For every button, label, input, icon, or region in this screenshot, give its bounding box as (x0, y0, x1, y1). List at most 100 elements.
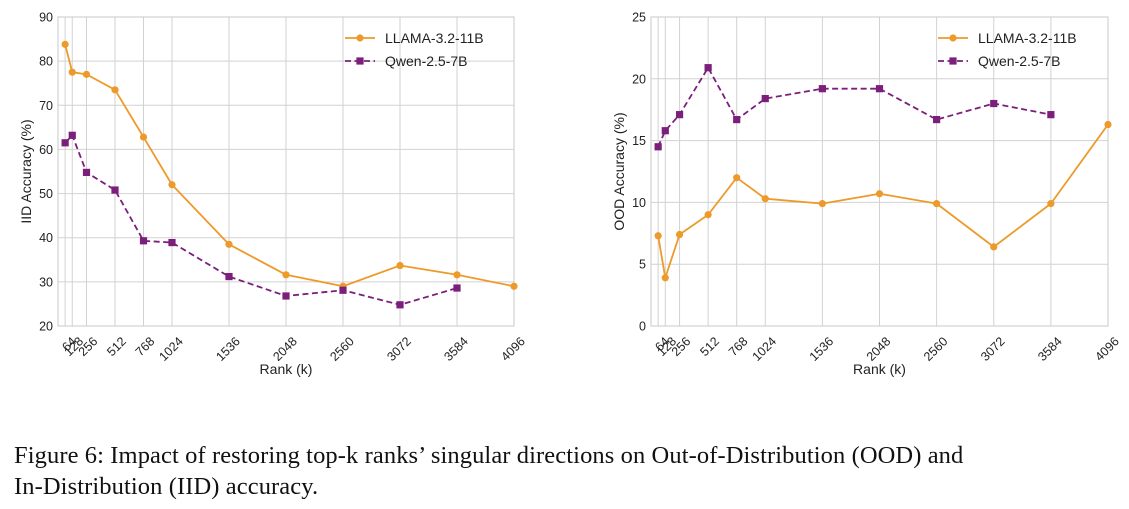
y-tick-label: 20 (632, 72, 646, 86)
legend-marker (356, 34, 364, 42)
data-point (396, 301, 404, 309)
data-point (933, 115, 941, 124)
data-point (1047, 200, 1055, 208)
data-point (1104, 120, 1112, 129)
data-point (139, 133, 148, 141)
data-point (654, 232, 662, 240)
y-axis-label: OOD Accuracy (%) (611, 112, 627, 230)
y-tick-label: 5 (639, 258, 646, 272)
y-tick-label: 0 (639, 320, 646, 334)
data-point (61, 40, 69, 48)
data-point (654, 143, 662, 151)
x-tick-label: 2048 (270, 334, 300, 364)
data-point (761, 195, 769, 203)
x-tick-label: 3072 (978, 334, 1008, 364)
plot-frame (57, 16, 515, 327)
data-point (661, 127, 669, 135)
y-tick-label: 20 (39, 320, 53, 334)
data-point (661, 274, 669, 282)
series-line (657, 124, 1109, 279)
legend-label: LLAMA-3.2-11B (978, 30, 1077, 46)
x-tick-label: 3584 (441, 334, 471, 364)
x-tick-label: 1024 (750, 334, 780, 364)
y-tick-label: 60 (39, 143, 53, 157)
legend-marker (356, 57, 364, 65)
data-point (61, 139, 69, 147)
data-point (675, 230, 684, 239)
plot-frame (650, 16, 1109, 327)
legend-marker (949, 57, 957, 65)
x-tick-label: 4096 (1092, 334, 1122, 364)
data-point (733, 174, 741, 182)
data-point (339, 286, 347, 294)
data-point (510, 282, 518, 290)
data-point (282, 292, 290, 300)
data-point (875, 85, 884, 93)
x-tick-label: 1024 (156, 334, 186, 364)
data-point (818, 85, 826, 93)
legend: LLAMA-3.2-11B Qwen-2.5-7B (345, 30, 484, 69)
data-point (818, 200, 826, 208)
data-point (675, 111, 684, 119)
gridlines (58, 16, 515, 327)
legend-label: Qwen-2.5-7B (978, 53, 1060, 69)
figure-caption: Figure 6: Impact of restoring top-k rank… (14, 440, 1114, 502)
data-point (82, 168, 91, 176)
y-tick-label: 40 (39, 231, 53, 245)
data-point (733, 115, 741, 124)
legend-label: LLAMA-3.2-11B (385, 30, 484, 46)
y-tick-label: 70 (39, 99, 53, 113)
x-tick-label: 512 (697, 334, 722, 359)
data-point (875, 190, 884, 198)
caption-line-2: In-Distribution (IID) accuracy. (14, 473, 319, 500)
y-tick-label: 50 (39, 187, 53, 201)
data-point (139, 237, 148, 245)
data-point (453, 284, 461, 292)
legend-marker (949, 34, 957, 42)
x-axis-label: Rank (k) (260, 361, 313, 377)
x-tick-label: 4096 (498, 334, 528, 364)
series-line (64, 44, 515, 288)
x-axis-label: Rank (k) (853, 361, 906, 377)
legend-label: Qwen-2.5-7B (385, 53, 467, 69)
data-point (396, 261, 404, 270)
series-llama (61, 40, 518, 290)
data-point (225, 240, 233, 248)
x-tick-label: 2560 (921, 334, 951, 364)
series-line (657, 66, 1052, 148)
legend: LLAMA-3.2-11B Qwen-2.5-7B (938, 30, 1077, 69)
data-point (704, 211, 712, 219)
data-point (704, 64, 712, 72)
x-tick-label: 2560 (327, 334, 357, 364)
data-point (82, 70, 91, 78)
x-tick-label: 512 (104, 334, 129, 359)
data-point (111, 86, 119, 94)
x-tick-label: 3072 (384, 334, 414, 364)
data-point (168, 181, 176, 189)
x-tick-label: 768 (133, 334, 158, 359)
data-point (453, 271, 461, 279)
x-tick-label: 2048 (864, 334, 894, 364)
caption-line-1: Figure 6: Impact of restoring top-k rank… (14, 442, 964, 469)
y-tick-label: 30 (39, 275, 53, 289)
x-tick-label: 3584 (1035, 334, 1065, 364)
data-point (111, 186, 119, 194)
data-point (225, 272, 233, 281)
y-tick-label: 90 (39, 11, 53, 25)
data-point (933, 200, 941, 208)
data-point (282, 271, 290, 279)
data-point (990, 99, 998, 108)
x-tick-label: 768 (726, 334, 751, 359)
data-point (761, 94, 769, 103)
y-tick-label: 10 (632, 196, 646, 210)
x-tick-label: 1536 (213, 334, 243, 364)
data-point (990, 243, 998, 251)
data-point (68, 131, 76, 139)
y-tick-label: 25 (632, 11, 646, 25)
series-llama (654, 120, 1112, 282)
series-qwen (61, 131, 461, 309)
y-axis-label: IID Accuracy (%) (18, 119, 34, 223)
